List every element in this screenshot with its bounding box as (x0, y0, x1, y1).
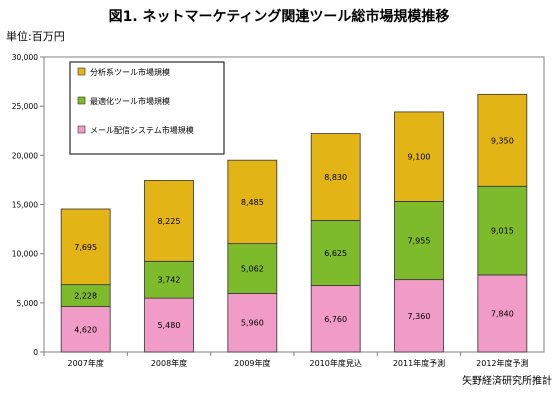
data-label: 9,350 (491, 136, 514, 145)
bar-segment (394, 279, 444, 353)
data-label: 7,360 (408, 312, 431, 321)
bar-segment (477, 93, 528, 187)
bar-segment (394, 111, 444, 202)
x-tick-label: 2010年度見込 (309, 358, 361, 368)
y-tick-label: 15,000 (12, 201, 38, 210)
x-tick-label: 2011年度予測 (393, 358, 445, 368)
bar-segment (144, 180, 194, 262)
bar-segment (60, 208, 111, 286)
legend-label: メール配信システム市場規模 (90, 125, 194, 135)
bar-segment (144, 297, 194, 353)
legend-box (69, 61, 225, 155)
bar-segment (60, 306, 111, 353)
data-label: 8,830 (324, 173, 347, 182)
data-label: 8,225 (158, 217, 181, 226)
y-tick-label: 20,000 (12, 151, 38, 160)
y-tick-label: 25,000 (12, 102, 38, 111)
bar-segment (310, 133, 361, 221)
data-label: 2,228 (74, 292, 97, 301)
legend-swatch (77, 67, 86, 76)
data-label: 7,840 (491, 309, 514, 318)
legend-swatch (77, 96, 86, 105)
chart-title: 図1. ネットマーケティング関連ツール総市場規模推移 (109, 8, 450, 25)
data-label: 4,620 (74, 325, 97, 334)
data-label: 5,960 (241, 319, 264, 328)
data-label: 5,062 (241, 265, 264, 274)
x-tick-label: 2009年度 (234, 358, 270, 368)
bar-segment (310, 285, 361, 353)
data-label: 9,100 (408, 153, 431, 162)
bar-segment (477, 274, 528, 353)
legend-swatch (77, 125, 86, 134)
data-label: 7,695 (74, 243, 97, 252)
unit-label: 単位:百万円 (6, 29, 65, 43)
legend-label: 最適化ツール市場規模 (90, 96, 170, 106)
x-tick-label: 2007年度 (67, 358, 103, 368)
bar-segment (477, 185, 528, 276)
y-tick-label: 30,000 (12, 53, 38, 62)
data-label: 9,015 (491, 227, 514, 236)
data-label: 6,625 (324, 249, 347, 258)
source-note: 矢野経済研究所推計 (462, 374, 552, 387)
data-label: 8,485 (241, 198, 264, 207)
bar-segment (144, 260, 194, 299)
data-label: 7,955 (408, 237, 431, 246)
x-tick-label: 2012年度予測 (476, 358, 528, 368)
y-tick-label: 5,000 (17, 299, 39, 308)
bar-segment (227, 159, 278, 245)
bar-segment (227, 243, 278, 294)
data-label: 6,760 (324, 315, 347, 324)
data-label: 5,480 (158, 321, 181, 330)
data-label: 3,742 (158, 276, 181, 285)
bar-segment (310, 219, 361, 286)
y-tick-label: 10,000 (12, 250, 38, 259)
x-tick-label: 2008年度 (151, 358, 187, 368)
y-tick-label: 0 (33, 348, 38, 357)
legend-label: 分析系ツール市場規模 (90, 67, 170, 77)
